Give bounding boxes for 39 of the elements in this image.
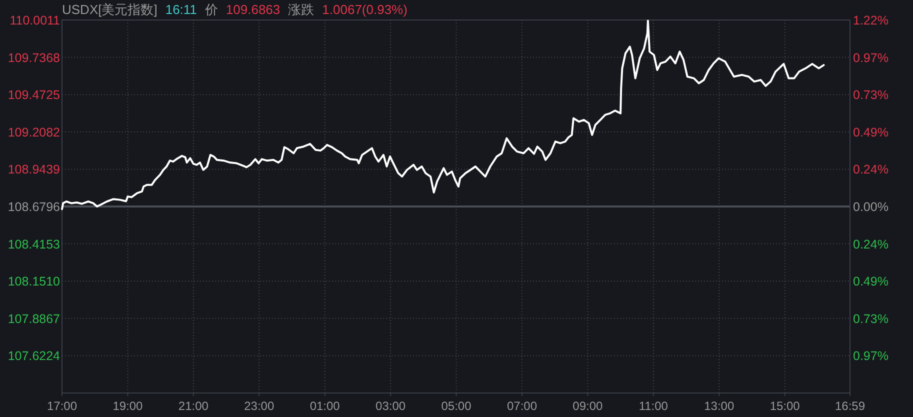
- y2-tick-label: 0.73%: [853, 88, 888, 102]
- y2-tick-label: 0.24%: [853, 162, 888, 177]
- y-tick-label: 109.4725: [8, 88, 60, 102]
- x-tick-label: 11:00: [638, 399, 668, 413]
- y2-tick-label: 0.49%: [853, 125, 888, 140]
- text: 涨跌: [288, 2, 314, 17]
- x-tick-label: 17:00: [46, 399, 78, 413]
- text: 109.6863: [226, 2, 280, 17]
- text: 1.0067(0.93%): [322, 2, 408, 17]
- y2-tick-label: 1.22%: [853, 14, 888, 28]
- x-tick-label: 16:59: [834, 399, 866, 413]
- y-tick-label: 107.6224: [8, 349, 60, 364]
- y-tick-label: 108.1510: [8, 274, 60, 289]
- y-tick-label: 109.7368: [8, 50, 60, 65]
- text: USDX[美元指数]: [62, 2, 158, 17]
- x-tick-label: 01:00: [310, 399, 340, 413]
- x-tick-label: 13:00: [704, 399, 734, 413]
- y-tick-label: 108.6796: [8, 200, 60, 214]
- y2-tick-label: 0.00%: [853, 200, 888, 214]
- y-tick-label: 109.2082: [8, 125, 60, 140]
- x-tick-label: 03:00: [376, 399, 406, 413]
- text: 价: [204, 2, 218, 17]
- x-tick-label: 09:00: [572, 399, 604, 413]
- x-tick-label: 23:00: [244, 399, 274, 413]
- y-tick-label: 108.4153: [8, 237, 60, 252]
- y2-tick-label: 0.49%: [853, 274, 888, 289]
- y2-tick-label: 0.97%: [853, 50, 888, 65]
- x-tick-label: 07:00: [506, 399, 538, 413]
- y-tick-label: 107.8867: [8, 312, 60, 326]
- y-tick-label: 110.0011: [10, 14, 60, 28]
- x-tick-label: 05:00: [441, 399, 472, 413]
- x-tick-label: 15:00: [770, 399, 800, 413]
- y-tick-label: 108.9439: [8, 162, 60, 177]
- y2-tick-label: 0.97%: [853, 349, 888, 364]
- y2-tick-label: 0.24%: [853, 237, 888, 252]
- x-tick-label: 21:00: [178, 399, 209, 413]
- text: 16:11: [165, 2, 197, 17]
- y2-tick-label: 0.73%: [853, 312, 888, 326]
- x-tick-label: 19:00: [112, 399, 144, 413]
